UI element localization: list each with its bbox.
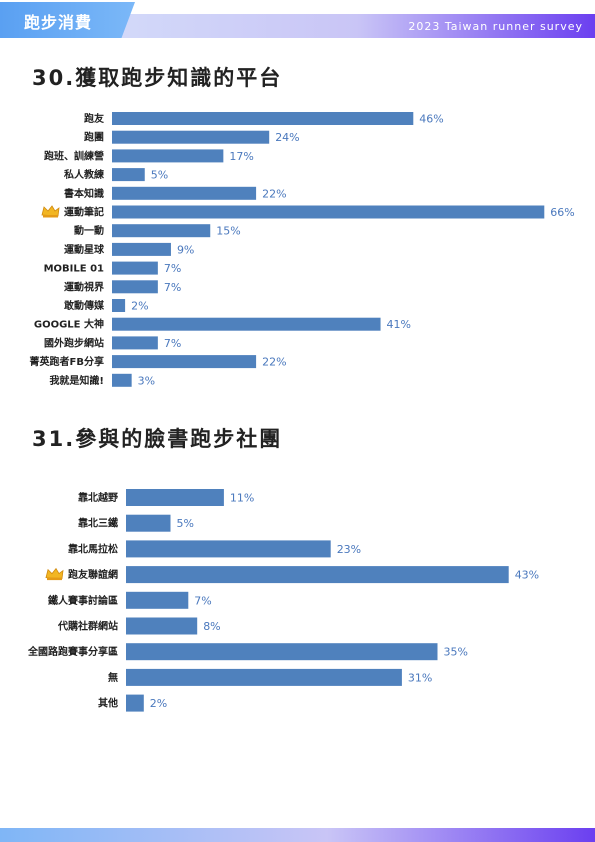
bar bbox=[112, 317, 381, 331]
bar bbox=[112, 224, 211, 238]
survey-label: 2023 Taiwan runner survey bbox=[408, 20, 583, 33]
footer-band bbox=[0, 828, 595, 842]
crown-icon bbox=[45, 567, 64, 581]
data-label: 23% bbox=[337, 543, 361, 556]
bar bbox=[112, 261, 158, 275]
category-label: 全國路跑賽事分享區 bbox=[27, 645, 118, 658]
data-label: 22% bbox=[262, 356, 286, 369]
category-label: 敢動傳媒 bbox=[64, 299, 105, 312]
data-label: 22% bbox=[262, 187, 286, 200]
category-label: 動一動 bbox=[74, 224, 104, 237]
bar bbox=[112, 130, 270, 144]
bar bbox=[112, 149, 224, 163]
data-label: 7% bbox=[194, 594, 211, 607]
category-label: 跑友 bbox=[84, 112, 104, 125]
bar bbox=[126, 540, 331, 558]
bar bbox=[112, 299, 126, 312]
chart-title-30: 30.獲取跑步知識的平台 bbox=[32, 66, 283, 90]
bar bbox=[112, 242, 171, 256]
chart-title-31: 31.參與的臉書跑步社團 bbox=[32, 427, 283, 451]
data-label: 15% bbox=[216, 225, 240, 238]
category-label: 我就是知識! bbox=[49, 374, 104, 387]
category-label: 跑團 bbox=[84, 131, 104, 144]
bar bbox=[112, 336, 158, 350]
data-label: 24% bbox=[275, 131, 299, 144]
category-label: 跑班、訓練營 bbox=[44, 149, 104, 162]
bar bbox=[112, 280, 158, 294]
bar bbox=[112, 355, 257, 369]
crown-icon bbox=[41, 205, 60, 218]
data-label: 8% bbox=[203, 620, 220, 633]
bar bbox=[126, 668, 402, 686]
category-label: 國外跑步網站 bbox=[44, 336, 104, 349]
category-label: 書本知識 bbox=[64, 187, 104, 200]
header-tab bbox=[0, 2, 135, 38]
category-label: MOBILE 01 bbox=[44, 264, 104, 275]
bar bbox=[112, 205, 545, 219]
bar bbox=[112, 373, 132, 387]
data-label: 17% bbox=[229, 150, 253, 163]
data-label: 35% bbox=[444, 646, 468, 659]
bar bbox=[126, 643, 438, 661]
bar bbox=[126, 566, 509, 584]
bar bbox=[126, 514, 171, 532]
category-label: 無 bbox=[108, 671, 118, 684]
bar bbox=[126, 591, 189, 609]
category-label: 運動筆記 bbox=[64, 206, 104, 219]
category-label: 靠北馬拉松 bbox=[68, 542, 118, 555]
category-label: 其他 bbox=[98, 697, 118, 710]
category-label: GOOGLE 大神 bbox=[34, 318, 104, 331]
data-label: 2% bbox=[150, 697, 167, 710]
data-label: 9% bbox=[177, 243, 194, 256]
data-label: 5% bbox=[151, 169, 168, 182]
data-label: 66% bbox=[550, 206, 574, 219]
category-label: 靠北越野 bbox=[78, 491, 118, 504]
bar bbox=[126, 694, 144, 712]
data-label: 7% bbox=[164, 262, 181, 275]
data-label: 7% bbox=[164, 337, 181, 350]
bar bbox=[112, 112, 414, 125]
data-label: 7% bbox=[164, 281, 181, 294]
data-label: 41% bbox=[387, 318, 411, 331]
category-label: 菁英跑者FB分享 bbox=[30, 355, 104, 368]
data-label: 31% bbox=[408, 671, 432, 684]
data-label: 43% bbox=[515, 569, 539, 582]
data-label: 46% bbox=[419, 113, 443, 126]
bar bbox=[112, 186, 257, 200]
category-label: 跑友聯誼網 bbox=[68, 568, 118, 581]
bar bbox=[126, 617, 198, 635]
category-label: 運動星球 bbox=[64, 243, 105, 256]
bar bbox=[126, 489, 224, 506]
bar bbox=[112, 168, 145, 182]
category-label: 私人教練 bbox=[63, 168, 104, 181]
category-label: 鐵人賽事討論區 bbox=[48, 594, 118, 607]
category-label: 靠北三鐵 bbox=[78, 517, 118, 530]
category-label: 運動視界 bbox=[64, 280, 104, 293]
data-label: 3% bbox=[138, 374, 155, 387]
data-label: 2% bbox=[131, 300, 148, 313]
data-label: 11% bbox=[230, 492, 254, 505]
section-label: 跑步消費 bbox=[24, 13, 93, 32]
category-label: 代購社群網站 bbox=[57, 620, 118, 633]
data-label: 5% bbox=[177, 517, 194, 530]
